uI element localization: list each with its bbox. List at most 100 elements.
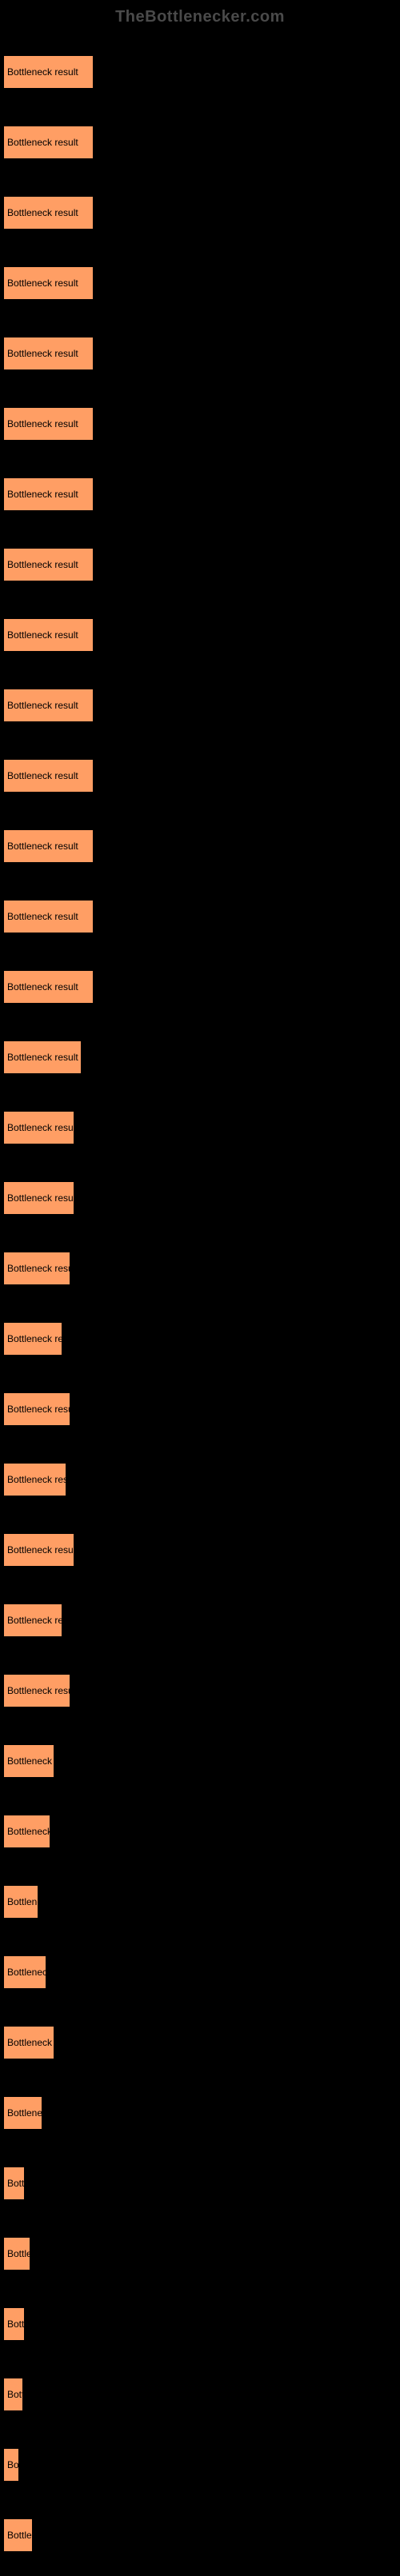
bar-wrap: Bottleneck result xyxy=(3,1955,400,1989)
bar-wrap: Bottleneck result xyxy=(3,2448,400,2482)
chart-row: Bottleneck result xyxy=(3,1028,400,1074)
bar-wrap: Bottleneck result xyxy=(3,548,400,581)
category-label xyxy=(3,1028,400,1039)
category-label xyxy=(3,1872,400,1883)
category-label xyxy=(3,2083,400,2095)
bar: Bottleneck result xyxy=(3,2448,19,2482)
chart-row: Bottleneck result xyxy=(3,2506,400,2552)
bar-wrap: Bottleneck result xyxy=(3,900,400,933)
bar-label: Bottleneck result xyxy=(7,1263,70,1274)
bar-label: Bottleneck result xyxy=(7,1052,78,1063)
chart-row: Bottleneck result xyxy=(3,254,400,300)
bar: Bottleneck result xyxy=(3,2237,30,2270)
chart-row: Bottleneck result xyxy=(3,1380,400,1426)
bar-label: Bottleneck result xyxy=(7,1404,70,1415)
bar: Bottleneck result xyxy=(3,2096,42,2130)
bar-label: Bottleneck result xyxy=(7,1967,46,1978)
bar-label: Bottleneck result xyxy=(7,911,78,922)
category-label xyxy=(3,2294,400,2306)
bar: Bottleneck result xyxy=(3,1040,82,1074)
chart-row: Bottleneck result xyxy=(3,1520,400,1567)
chart-row: Bottleneck result xyxy=(3,2013,400,2059)
category-label xyxy=(3,2435,400,2446)
category-label xyxy=(3,1168,400,1180)
category-label xyxy=(3,1380,400,1391)
category-label xyxy=(3,465,400,476)
chart-row: Bottleneck result xyxy=(3,1239,400,1285)
bar: Bottleneck result xyxy=(3,1392,70,1426)
category-label xyxy=(3,113,400,124)
category-label xyxy=(3,2013,400,2024)
category-label xyxy=(3,1943,400,1954)
chart-row: Bottleneck result xyxy=(3,1872,400,1919)
chart-row: Bottleneck result xyxy=(3,957,400,1004)
bar-label: Bottleneck result xyxy=(7,1192,74,1204)
bar-label: Bottleneck result xyxy=(7,2178,25,2189)
bar-wrap: Bottleneck result xyxy=(3,2307,400,2341)
bar-wrap: Bottleneck result xyxy=(3,1181,400,1215)
bar: Bottleneck result xyxy=(3,126,94,159)
chart-row: Bottleneck result xyxy=(3,1098,400,1144)
category-label xyxy=(3,1802,400,1813)
chart-row: Bottleneck result xyxy=(3,465,400,511)
bar-wrap: Bottleneck result xyxy=(3,1392,400,1426)
chart-row: Bottleneck result xyxy=(3,1591,400,1637)
bar-wrap: Bottleneck result xyxy=(3,407,400,441)
bar-wrap: Bottleneck result xyxy=(3,55,400,89)
watermark-text: TheBottlenecker.com xyxy=(0,8,400,26)
bar-wrap: Bottleneck result xyxy=(3,1885,400,1919)
bar: Bottleneck result xyxy=(3,2518,33,2552)
bar: Bottleneck result xyxy=(3,407,94,441)
bar-wrap: Bottleneck result xyxy=(3,2167,400,2200)
bar-label: Bottleneck result xyxy=(7,207,78,218)
chart-row: Bottleneck result xyxy=(3,113,400,159)
bar-wrap: Bottleneck result xyxy=(3,689,400,722)
category-label xyxy=(3,2506,400,2517)
bar-wrap: Bottleneck result xyxy=(3,1815,400,1848)
chart-row: Bottleneck result xyxy=(3,887,400,933)
chart-row: Bottleneck result xyxy=(3,535,400,581)
category-label xyxy=(3,1239,400,1250)
bar: Bottleneck result xyxy=(3,1674,70,1707)
bar-label: Bottleneck result xyxy=(7,418,78,429)
bar-label: Bottleneck result xyxy=(7,66,78,78)
chart-row: Bottleneck result xyxy=(3,1943,400,1989)
bar-label: Bottleneck result xyxy=(7,841,78,852)
chart-row: Bottleneck result xyxy=(3,2083,400,2130)
bar-label: Bottleneck result xyxy=(7,1474,66,1485)
bar-label: Bottleneck result xyxy=(7,559,78,570)
category-label xyxy=(3,2365,400,2376)
bar-label: Bottleneck result xyxy=(7,1615,62,1626)
bar-wrap: Bottleneck result xyxy=(3,266,400,300)
chart-row: Bottleneck result xyxy=(3,2365,400,2411)
chart-row: Bottleneck result xyxy=(3,2154,400,2200)
bar: Bottleneck result xyxy=(3,2026,54,2059)
category-label xyxy=(3,1098,400,1109)
bar-label: Bottleneck result xyxy=(7,1685,70,1696)
chart-row: Bottleneck result xyxy=(3,1309,400,1356)
bar-wrap: Bottleneck result xyxy=(3,1322,400,1356)
bar-label: Bottleneck result xyxy=(7,489,78,500)
category-label xyxy=(3,957,400,968)
chart-row: Bottleneck result xyxy=(3,324,400,370)
bar-wrap: Bottleneck result xyxy=(3,618,400,652)
bar: Bottleneck result xyxy=(3,2307,25,2341)
bar: Bottleneck result xyxy=(3,548,94,581)
bar-wrap: Bottleneck result xyxy=(3,2026,400,2059)
category-label xyxy=(3,535,400,546)
bar-label: Bottleneck result xyxy=(7,770,78,781)
chart-row: Bottleneck result xyxy=(3,1802,400,1848)
bar-label: Bottleneck result xyxy=(7,1122,74,1133)
category-label xyxy=(3,887,400,898)
bar: Bottleneck result xyxy=(3,1463,66,1496)
category-label xyxy=(3,1731,400,1743)
category-label xyxy=(3,817,400,828)
bar: Bottleneck result xyxy=(3,618,94,652)
category-label xyxy=(3,605,400,617)
bar-label: Bottleneck result xyxy=(7,2107,42,2119)
bar-label: Bottleneck result xyxy=(7,1896,38,1907)
category-label xyxy=(3,2224,400,2235)
chart-row: Bottleneck result xyxy=(3,183,400,230)
category-label xyxy=(3,2154,400,2165)
category-label xyxy=(3,183,400,194)
